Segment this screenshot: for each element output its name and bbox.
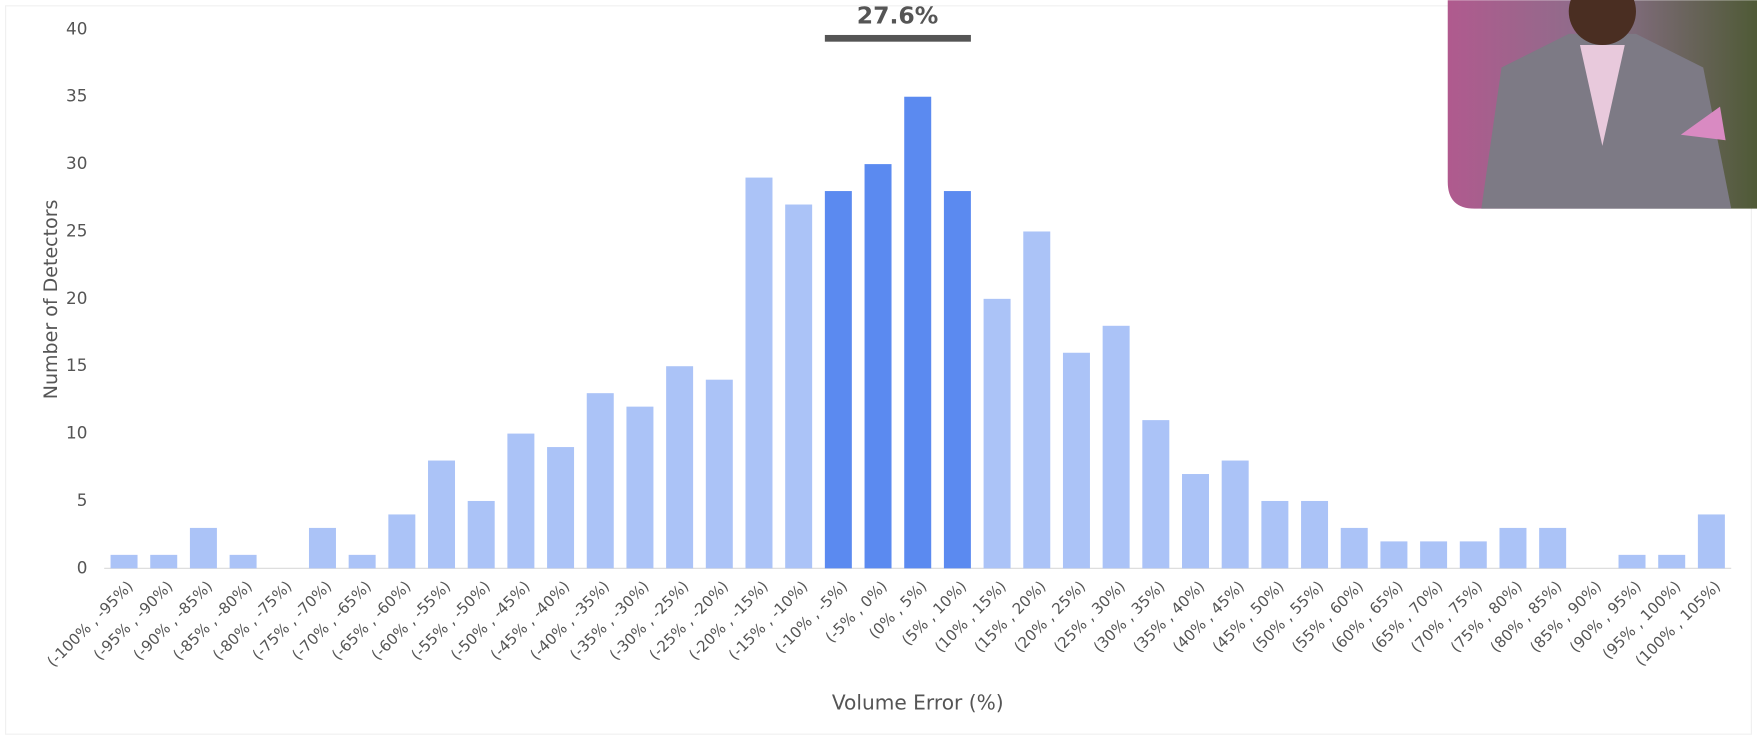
bar — [586, 393, 614, 569]
bar — [824, 191, 852, 569]
y-tick-label: 0 — [77, 557, 88, 577]
presenter-photo — [1447, 0, 1757, 209]
bar — [1539, 527, 1567, 569]
y-tick-label: 30 — [66, 153, 87, 173]
bar — [864, 164, 892, 569]
frame — [5, 5, 1752, 735]
bar — [348, 554, 376, 569]
bar — [1221, 460, 1249, 569]
bar — [1340, 527, 1368, 569]
annotation: 27.6% — [857, 2, 939, 30]
y-tick-label: 40 — [66, 18, 87, 38]
annotation-bar — [824, 34, 971, 42]
bar — [785, 204, 813, 569]
bar — [1499, 527, 1527, 569]
bar — [745, 177, 773, 569]
bar — [1023, 231, 1051, 569]
bar — [904, 96, 932, 569]
y-tick-label: 25 — [66, 220, 87, 240]
bar — [189, 527, 217, 569]
bar — [983, 298, 1011, 569]
bar — [1697, 514, 1725, 569]
bar — [1182, 474, 1209, 569]
bar — [467, 500, 495, 569]
bar — [229, 554, 257, 569]
bar — [1062, 352, 1090, 569]
bar — [110, 554, 138, 569]
bar — [666, 366, 694, 569]
bar — [547, 447, 575, 569]
bar — [428, 460, 456, 569]
y-axis-label: Number of Detectors — [40, 200, 62, 400]
bar — [626, 406, 654, 569]
bar — [1658, 554, 1686, 569]
y-tick-label: 35 — [66, 86, 87, 106]
bar — [308, 527, 336, 569]
bar — [1420, 541, 1448, 569]
y-tick-label: 20 — [66, 288, 87, 308]
bar — [705, 379, 733, 569]
y-tick-label: 15 — [66, 355, 87, 375]
bar — [388, 514, 416, 569]
bar — [1142, 420, 1170, 569]
bar — [1261, 500, 1289, 569]
bar — [1102, 325, 1130, 569]
bar — [943, 191, 971, 569]
bar — [1301, 500, 1329, 569]
x-axis-label: Volume Error (%) — [832, 690, 1004, 714]
bar — [150, 554, 178, 569]
bar — [1618, 554, 1646, 569]
y-tick-label: 5 — [77, 490, 88, 510]
bar — [507, 433, 535, 569]
bar — [1380, 541, 1408, 569]
y-tick-label: 10 — [66, 423, 87, 443]
bar — [1459, 541, 1487, 569]
